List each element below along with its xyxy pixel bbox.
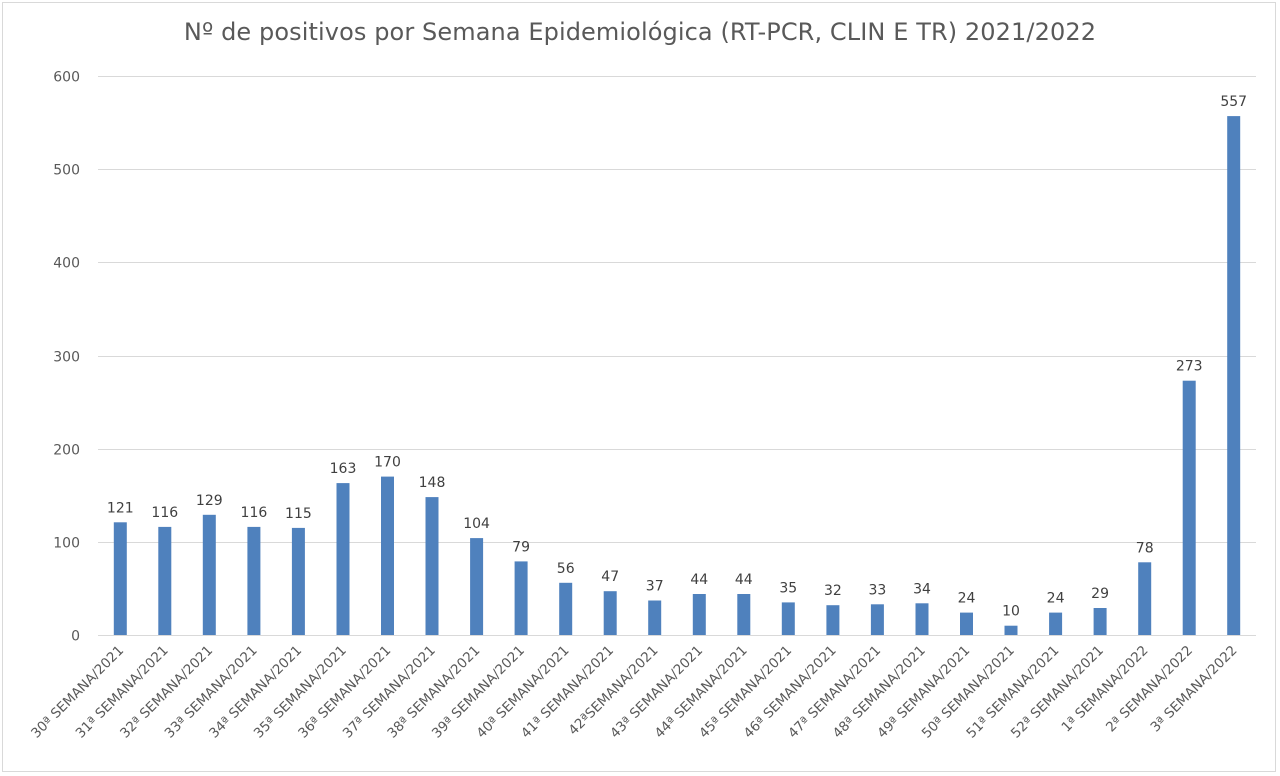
- bar: [870, 604, 884, 635]
- y-tick-label: 200: [53, 443, 80, 459]
- data-label: 56: [557, 561, 575, 577]
- bar: [381, 476, 394, 635]
- grid-lines: [98, 76, 1256, 636]
- bar: [737, 594, 751, 635]
- data-labels: 121 116 129 116 115 163 170 148 104 79 56 47 37 44 44 3…: [107, 94, 1247, 620]
- data-label: 121: [107, 500, 134, 516]
- bar: [1004, 625, 1018, 635]
- data-label: 78: [1136, 540, 1154, 556]
- data-label: 24: [958, 591, 976, 607]
- data-label: 170: [374, 455, 401, 471]
- y-tick-label: 500: [53, 163, 80, 179]
- bar: [826, 605, 840, 635]
- data-label: 148: [419, 475, 446, 491]
- y-tick-label: 400: [53, 256, 80, 272]
- data-label: 47: [601, 569, 619, 585]
- bar: [336, 483, 350, 635]
- y-tick-label: 300: [53, 350, 80, 366]
- data-label: 10: [1002, 604, 1020, 620]
- bar: [158, 526, 172, 635]
- bar: [1227, 116, 1241, 636]
- y-tick-label: 0: [71, 629, 80, 645]
- y-axis: 0 100 200 300 400 500 600: [53, 70, 80, 645]
- data-label: 32: [824, 583, 842, 599]
- bar: [247, 526, 261, 635]
- data-label: 37: [646, 579, 664, 595]
- bar: [291, 527, 305, 635]
- bar: [692, 594, 706, 635]
- bar: [915, 603, 929, 635]
- data-label: 24: [1047, 591, 1065, 607]
- y-tick-label: 100: [53, 536, 80, 552]
- chart-title: Nº de positivos por Semana Epidemiológic…: [183, 18, 1097, 46]
- data-label: 44: [690, 572, 708, 588]
- y-tick-label: 600: [53, 70, 80, 86]
- data-label: 44: [735, 572, 753, 588]
- data-label: 116: [151, 505, 178, 521]
- bar: [603, 591, 617, 635]
- bars: [113, 116, 1241, 636]
- bar: [1138, 562, 1152, 635]
- data-label: 129: [196, 493, 223, 509]
- bar: [781, 602, 795, 635]
- bar: [1093, 608, 1107, 635]
- data-label: 34: [913, 581, 931, 597]
- bar: [960, 612, 973, 635]
- bar: [514, 561, 528, 635]
- data-label: 79: [512, 539, 530, 555]
- bar: [1049, 612, 1063, 635]
- bar: [113, 522, 127, 635]
- data-label: 33: [868, 582, 886, 598]
- bar: [425, 497, 439, 635]
- data-label: 104: [463, 516, 490, 532]
- bar: [202, 514, 216, 635]
- x-tick-label: 3ª SEMANA/2022: [1148, 643, 1241, 736]
- data-label: 29: [1091, 586, 1109, 602]
- bar: [648, 600, 662, 635]
- bar: [559, 582, 573, 635]
- data-label: 116: [241, 505, 268, 521]
- bar: [1182, 380, 1196, 635]
- data-label: 163: [330, 461, 357, 477]
- data-label: 273: [1176, 359, 1203, 375]
- data-label: 557: [1220, 94, 1247, 110]
- data-label: 35: [779, 580, 797, 596]
- bar: [470, 538, 484, 635]
- data-label: 115: [285, 506, 312, 522]
